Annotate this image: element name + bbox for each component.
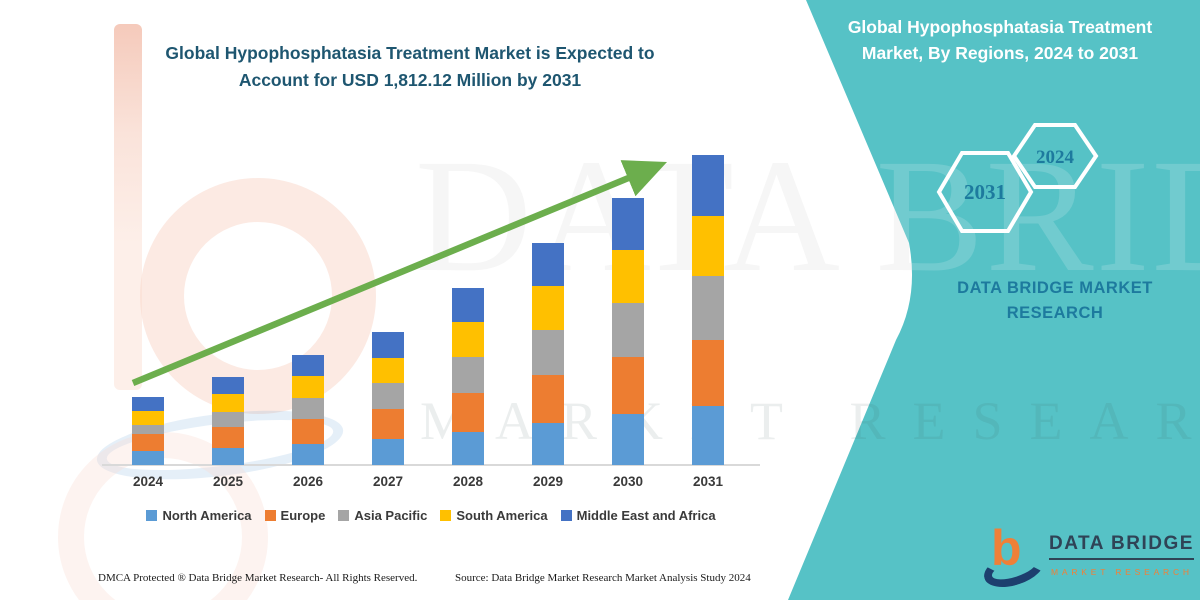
bar-segment-2027-north-america [372, 439, 404, 465]
panel-brand-line2: RESEARCH [1006, 304, 1104, 322]
panel-brand-text: DATA BRIDGE MARKET RESEARCH [920, 276, 1190, 326]
side-panel-title-line1: Global Hypophosphatasia Treatment [847, 17, 1153, 37]
legend-swatch-icon [560, 510, 572, 521]
bar-segment-2025-asia-pacific [212, 411, 244, 428]
legend-swatch-icon [264, 510, 276, 521]
chart-title-line1: Global Hypophosphatasia Treatment Market… [165, 43, 655, 63]
legend-label: Middle East and Africa [576, 508, 716, 523]
hexagon-2024-label: 2024 [1036, 147, 1075, 168]
legend-item-asia-pacific: Asia Pacific [338, 508, 427, 523]
bar-segment-2029-south-america [532, 286, 564, 330]
bar-segment-2027-asia-pacific [372, 383, 404, 410]
bar-segment-2028-south-america [452, 322, 484, 358]
legend-item-middle-east-and-africa: Middle East and Africa [560, 508, 716, 523]
bar-segment-2030-europe [612, 356, 644, 415]
bar-segment-2026-europe [292, 418, 324, 444]
bar-segment-2027-europe [372, 409, 404, 440]
bar-segment-2024-middle-east-and-africa [132, 397, 164, 412]
year-hexagons: 2031 2024 [936, 123, 1099, 233]
bar-segment-2030-middle-east-and-africa [612, 198, 644, 251]
bar-2030 [612, 198, 644, 465]
bar-segment-2026-north-america [292, 443, 324, 465]
legend-label: South America [456, 508, 548, 523]
bar-2031 [692, 155, 724, 465]
bar-segment-2031-north-america [692, 405, 724, 465]
bar-segment-2025-north-america [212, 447, 244, 465]
bar-segment-2030-south-america [612, 250, 644, 303]
x-axis-label-2031: 2031 [692, 474, 724, 489]
x-axis-label-2029: 2029 [532, 474, 564, 489]
logo-b-icon: b [991, 520, 1022, 576]
x-axis-label-2024: 2024 [132, 474, 164, 489]
data-bridge-logo: b DATA BRIDGE MARKET RESEARCH [979, 520, 1195, 597]
bar-2028 [452, 288, 484, 465]
bar-segment-2025-europe [212, 427, 244, 448]
bar-segment-2025-south-america [212, 394, 244, 412]
bar-segment-2031-south-america [692, 215, 724, 277]
bar-segment-2026-south-america [292, 376, 324, 398]
legend-swatch-icon [146, 510, 158, 521]
legend-label: Asia Pacific [354, 508, 428, 523]
legend-swatch-icon [338, 510, 350, 521]
bar-2024 [132, 397, 164, 465]
watermark-logo-b-stem [114, 24, 142, 390]
legend-item-north-america: North America [146, 508, 252, 523]
legend-item-europe: Europe [264, 508, 326, 523]
bar-segment-2025-middle-east-and-africa [212, 377, 244, 395]
chart-title-line2: Account for USD 1,812.12 Million by 2031 [238, 70, 582, 90]
bar-segment-2029-europe [532, 374, 564, 424]
bar-segment-2024-asia-pacific [132, 425, 164, 435]
logo-subtitle: MARKET RESEARCH [1051, 567, 1193, 577]
legend-label: Europe [280, 508, 326, 523]
panel-brand-line1: DATA BRIDGE MARKET [957, 279, 1153, 297]
footer-dmca: DMCA Protected ® Data Bridge Market Rese… [98, 572, 418, 584]
side-panel-title-line2: Market, By Regions, 2024 to 2031 [861, 43, 1139, 63]
bar-2025 [212, 377, 244, 465]
logo-name: DATA BRIDGE [1049, 533, 1194, 560]
x-axis-label-2030: 2030 [612, 474, 644, 489]
x-axis-label-2026: 2026 [292, 474, 324, 489]
bar-2026 [292, 354, 324, 465]
bar-segment-2028-europe [452, 393, 484, 432]
hexagon-2024 [1011, 123, 1099, 189]
chart-legend: North America Europe Asia Pacific South Ame… [102, 508, 760, 523]
x-axis-label-2028: 2028 [452, 474, 484, 489]
bar-segment-2026-asia-pacific [292, 397, 324, 419]
footer-source: Source: Data Bridge Market Research Mark… [455, 572, 751, 584]
bar-2029 [532, 242, 564, 465]
bar-segment-2031-europe [692, 339, 724, 406]
bar-segment-2027-south-america [372, 357, 404, 384]
chart-title: Global Hypophosphatasia Treatment Market… [110, 40, 710, 94]
legend-label: North America [162, 508, 252, 523]
bar-segment-2027-middle-east-and-africa [372, 332, 404, 358]
x-axis-label-2025: 2025 [212, 474, 244, 489]
legend-swatch-icon [440, 510, 452, 521]
bar-segment-2029-north-america [532, 423, 564, 465]
bar-2027 [372, 332, 404, 465]
bar-segment-2030-asia-pacific [612, 302, 644, 357]
bar-segment-2026-middle-east-and-africa [292, 354, 324, 377]
bar-segment-2024-north-america [132, 451, 164, 465]
bar-segment-2024-europe [132, 434, 164, 451]
hexagon-2031 [936, 151, 1034, 233]
bar-segment-2031-asia-pacific [692, 276, 724, 340]
legend-item-south-america: South America [440, 508, 548, 523]
bar-segment-2029-middle-east-and-africa [532, 242, 564, 287]
side-panel-title: Global Hypophosphatasia Treatment Market… [815, 14, 1185, 66]
x-axis-line [102, 464, 760, 466]
bar-segment-2030-north-america [612, 414, 644, 465]
bar-segment-2024-south-america [132, 411, 164, 426]
bar-segment-2031-middle-east-and-africa [692, 155, 724, 216]
bar-segment-2029-asia-pacific [532, 329, 564, 375]
hexagon-2031-label: 2031 [964, 180, 1006, 204]
bar-segment-2028-asia-pacific [452, 357, 484, 393]
bar-segment-2028-north-america [452, 432, 484, 465]
x-axis-label-2027: 2027 [372, 474, 404, 489]
bar-segment-2028-middle-east-and-africa [452, 288, 484, 323]
